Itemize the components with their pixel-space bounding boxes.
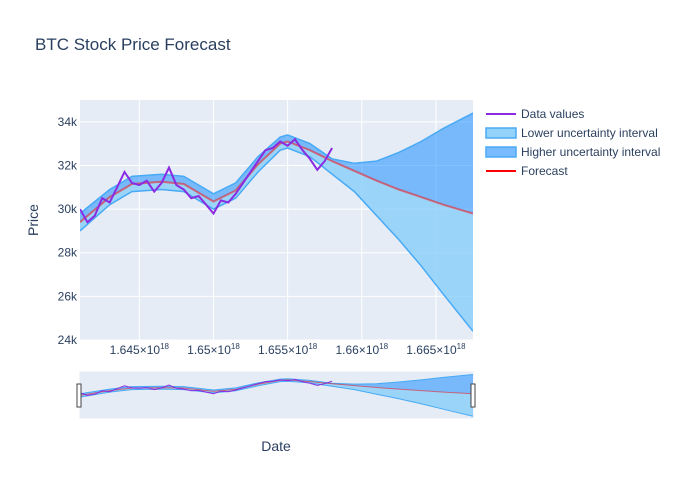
y-tick-label: 28k [58, 246, 78, 260]
legend-swatch-band [485, 127, 517, 139]
legend-item: Forecast [486, 164, 568, 178]
x-axis-title: Date [261, 438, 291, 454]
rangeslider-right-handle[interactable] [470, 383, 476, 408]
rangeslider-left-handle[interactable] [76, 383, 82, 408]
rangeslider-higher-uncertainty-line [80, 374, 473, 395]
legend-item: Data values [486, 107, 584, 121]
x-tick-labels: 1.645×1018 1.65×1018 1.655×1018 1.66×1018 1.… [110, 342, 466, 357]
legend-label: Forecast [521, 164, 568, 178]
y-tick-label: 26k [58, 289, 78, 303]
x-tick-label: 1.665×1018 [406, 342, 466, 357]
y-tick-label: 30k [58, 202, 78, 216]
y-tick-label: 34k [58, 115, 78, 129]
rangeslider-data-values-line [80, 378, 333, 396]
data-values-line [80, 137, 333, 224]
x-tick-label: 1.66×1018 [335, 342, 388, 357]
y-tick-labels: 24k 26k 28k 30k 32k 34k [58, 115, 78, 347]
higher-uncertainty-line [80, 112, 473, 215]
lower-uncertainty-band [80, 141, 473, 332]
x-tick-label: 1.65×1018 [187, 342, 240, 357]
higher-uncertainty-band [80, 113, 473, 223]
y-tick-label: 24k [58, 333, 78, 347]
chart-title: BTC Stock Price Forecast [35, 35, 231, 54]
legend-item: Higher uncertainty interval [485, 145, 660, 159]
x-tick-label: 1.645×1018 [110, 342, 170, 357]
y-axis-title: Price [25, 204, 41, 236]
legend: Data values Lower uncertainty interval Hig… [485, 107, 660, 178]
y-tick-label: 32k [58, 158, 78, 172]
main-plot-series [80, 112, 473, 332]
legend-label: Lower uncertainty interval [521, 126, 658, 140]
legend-label: Higher uncertainty interval [521, 145, 660, 159]
rangeslider-higher-uncertainty-band [80, 374, 473, 396]
legend-item: Lower uncertainty interval [485, 126, 658, 140]
legend-label: Data values [521, 107, 584, 121]
x-tick-label: 1.655×1018 [258, 342, 318, 357]
rangeslider-series [80, 374, 473, 417]
legend-swatch-band [485, 146, 517, 158]
